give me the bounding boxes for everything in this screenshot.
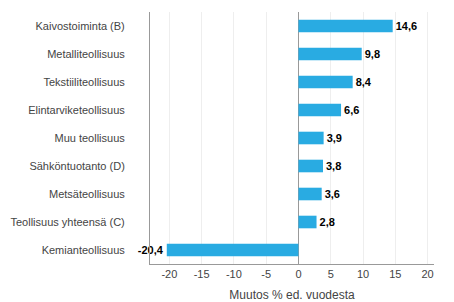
svg-text:5: 5 (328, 268, 334, 280)
svg-text:8,4: 8,4 (356, 76, 372, 88)
svg-text:Muu teollisuus: Muu teollisuus (54, 132, 125, 144)
svg-text:20: 20 (421, 268, 433, 280)
svg-text:Teollisuus yhteensä (C): Teollisuus yhteensä (C) (10, 216, 124, 228)
svg-text:-15: -15 (194, 268, 210, 280)
svg-text:9,8: 9,8 (365, 48, 380, 60)
svg-text:-10: -10 (226, 268, 242, 280)
svg-text:Metalliteollisuus: Metalliteollisuus (47, 48, 125, 60)
svg-text:Metsäteollisuus: Metsäteollisuus (49, 188, 125, 200)
svg-text:3,9: 3,9 (327, 132, 342, 144)
svg-text:10: 10 (357, 268, 369, 280)
svg-text:Sähköntuotanto (D): Sähköntuotanto (D) (29, 160, 124, 172)
svg-text:Kemianteollisuus: Kemianteollisuus (42, 244, 126, 256)
svg-text:-20: -20 (161, 268, 177, 280)
svg-text:Muutos % ed. vuodesta: Muutos % ed. vuodesta (229, 288, 355, 302)
svg-text:Kaivostoiminta (B): Kaivostoiminta (B) (36, 20, 125, 32)
svg-text:6,6: 6,6 (344, 104, 359, 116)
svg-text:Elintarviketeollisuus: Elintarviketeollisuus (28, 104, 125, 116)
svg-text:14,6: 14,6 (396, 20, 417, 32)
svg-text:-20,4: -20,4 (138, 244, 164, 256)
svg-text:3,6: 3,6 (325, 188, 340, 200)
svg-text:-5: -5 (261, 268, 271, 280)
svg-text:3,8: 3,8 (326, 160, 341, 172)
svg-text:0: 0 (295, 268, 301, 280)
svg-text:Tekstiiliteollisuus: Tekstiiliteollisuus (43, 76, 125, 88)
svg-text:2,8: 2,8 (320, 216, 335, 228)
svg-text:15: 15 (389, 268, 401, 280)
